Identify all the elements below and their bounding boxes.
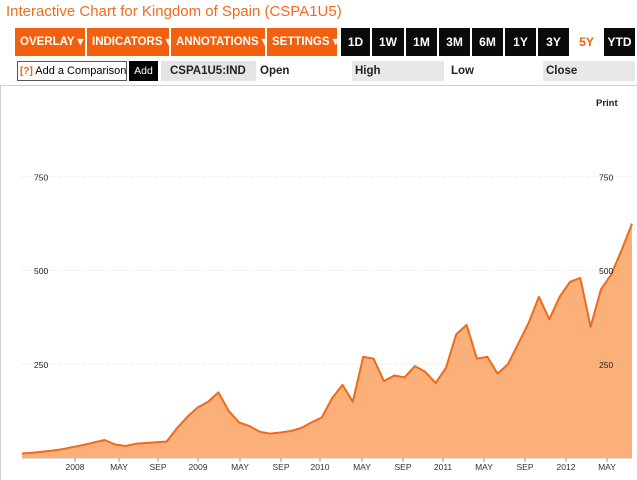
annotations-menu-button[interactable]: ANNOTATIONS ▾ [171, 28, 268, 56]
range-1d-button[interactable]: 1D [341, 28, 370, 56]
close-label: Close [543, 61, 635, 81]
range-1m-button[interactable]: 1M [406, 28, 437, 56]
indicators-menu-button[interactable]: INDICATORS ▾ [87, 28, 171, 56]
range-3m-button[interactable]: 3M [439, 28, 470, 56]
comparison-placeholder: Add a Comparison [35, 65, 127, 77]
page-title: Interactive Chart for Kingdom of Spain (… [6, 3, 342, 20]
low-label: Low [451, 65, 474, 77]
print-link[interactable]: Print [596, 98, 618, 109]
add-comparison-button[interactable]: Add [129, 61, 158, 81]
comparison-input[interactable]: [?] Add a Comparison [17, 61, 127, 81]
settings-menu-button[interactable]: SETTINGS ▾ [267, 28, 338, 56]
range-5y-button[interactable]: 5Y [571, 28, 602, 56]
high-label: High [352, 61, 444, 81]
chart-toolbar: OVERLAY ▾ INDICATORS ▾ ANNOTATIONS ▾ SET… [15, 28, 635, 56]
range-1w-button[interactable]: 1W [372, 28, 404, 56]
range-6m-button[interactable]: 6M [472, 28, 503, 56]
chart-area [0, 85, 637, 480]
overlay-menu-button[interactable]: OVERLAY ▾ [15, 28, 85, 56]
open-label: Open [260, 65, 290, 77]
range-ytd-button[interactable]: YTD [604, 28, 635, 56]
range-1y-button[interactable]: 1Y [505, 28, 536, 56]
help-icon[interactable]: [?] [20, 66, 33, 77]
range-3y-button[interactable]: 3Y [538, 28, 569, 56]
symbol-label: CSPA1U5:IND [161, 61, 256, 81]
